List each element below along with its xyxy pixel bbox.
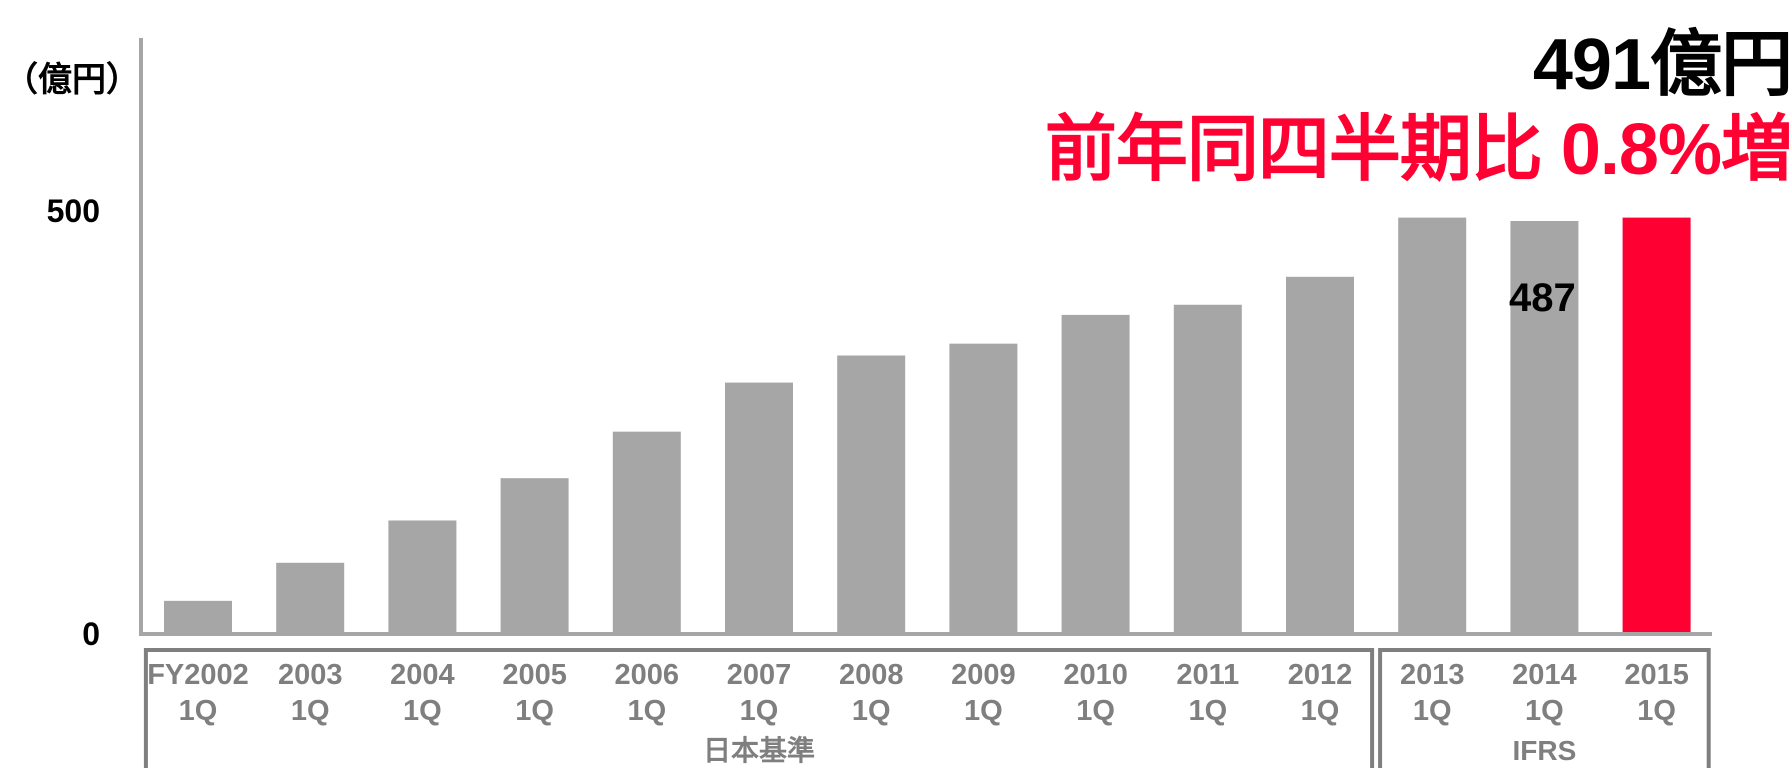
headline-total: 491億円	[1532, 25, 1792, 105]
x-tick-label: 1Q	[515, 695, 554, 727]
x-tick-label: 2003	[278, 659, 343, 691]
x-tick-label: 1Q	[403, 695, 442, 727]
y-tick-label: 500	[47, 193, 100, 229]
bar-2011-1Q	[1173, 304, 1242, 633]
x-tick-label: 1Q	[291, 695, 330, 727]
x-tick-label: 1Q	[1076, 695, 1115, 727]
x-tick-label: 1Q	[1637, 695, 1676, 727]
axis-layer	[139, 38, 1712, 768]
bar-2008-1Q	[837, 355, 906, 633]
x-tick-label: 2015	[1624, 659, 1689, 691]
x-tick-label: 1Q	[1188, 695, 1227, 727]
bar-2015-1Q	[1622, 217, 1691, 633]
x-tick-label: 2007	[727, 659, 792, 691]
bar-2005-1Q	[500, 478, 569, 633]
x-tick-label: 2012	[1288, 659, 1353, 691]
bar-2007-1Q	[725, 382, 793, 633]
group-label: IFRS	[1513, 735, 1577, 766]
x-tick-label: 1Q	[179, 695, 218, 727]
bar-2012-1Q	[1286, 276, 1354, 633]
x-tick-label: 2013	[1400, 659, 1465, 691]
bars-layer	[164, 217, 1691, 634]
data-label: 487	[1509, 276, 1576, 320]
bar-2013-1Q	[1398, 217, 1467, 633]
bar-2009-1Q	[949, 343, 1018, 633]
x-tick-label: 1Q	[627, 695, 666, 727]
bar-FY2002-1Q	[164, 600, 232, 633]
x-tick-label: 2010	[1063, 659, 1128, 691]
headline-growth: 前年同四半期比 0.8%増	[1044, 110, 1792, 190]
bar-2006-1Q	[612, 431, 681, 633]
bar-2004-1Q	[388, 520, 457, 633]
x-tick-label: 2011	[1176, 659, 1239, 691]
x-tick-label: 2014	[1512, 659, 1577, 691]
x-tick-label: 2004	[390, 659, 455, 691]
x-tick-label: FY2002	[147, 659, 249, 691]
bar-2003-1Q	[276, 562, 345, 633]
unit-label: （億円）	[4, 61, 140, 99]
x-tick-label: 2006	[615, 659, 680, 691]
x-tick-label: 1Q	[1525, 695, 1564, 727]
x-tick-label: 1Q	[852, 695, 891, 727]
group-box	[143, 648, 1375, 768]
labels-layer: 0 500 日本基準 IFRS FY2002 1Q 2003 1Q 2004 1Q 2005 1Q 20…	[47, 193, 1689, 766]
x-tick-label: 1Q	[740, 695, 779, 727]
x-tick-label: 2008	[839, 659, 904, 691]
group-box	[1378, 648, 1711, 768]
x-tick-label: 2005	[502, 659, 567, 691]
bar-2010-1Q	[1061, 314, 1130, 633]
x-tick-label: 1Q	[1301, 695, 1340, 727]
x-tick-label: 1Q	[1413, 695, 1452, 727]
y-tick-label: 0	[82, 616, 100, 652]
bar-2014-1Q	[1510, 220, 1579, 634]
x-tick-label: 2009	[951, 659, 1016, 691]
group-label: 日本基準	[703, 734, 815, 766]
x-tick-label: 1Q	[964, 695, 1003, 727]
